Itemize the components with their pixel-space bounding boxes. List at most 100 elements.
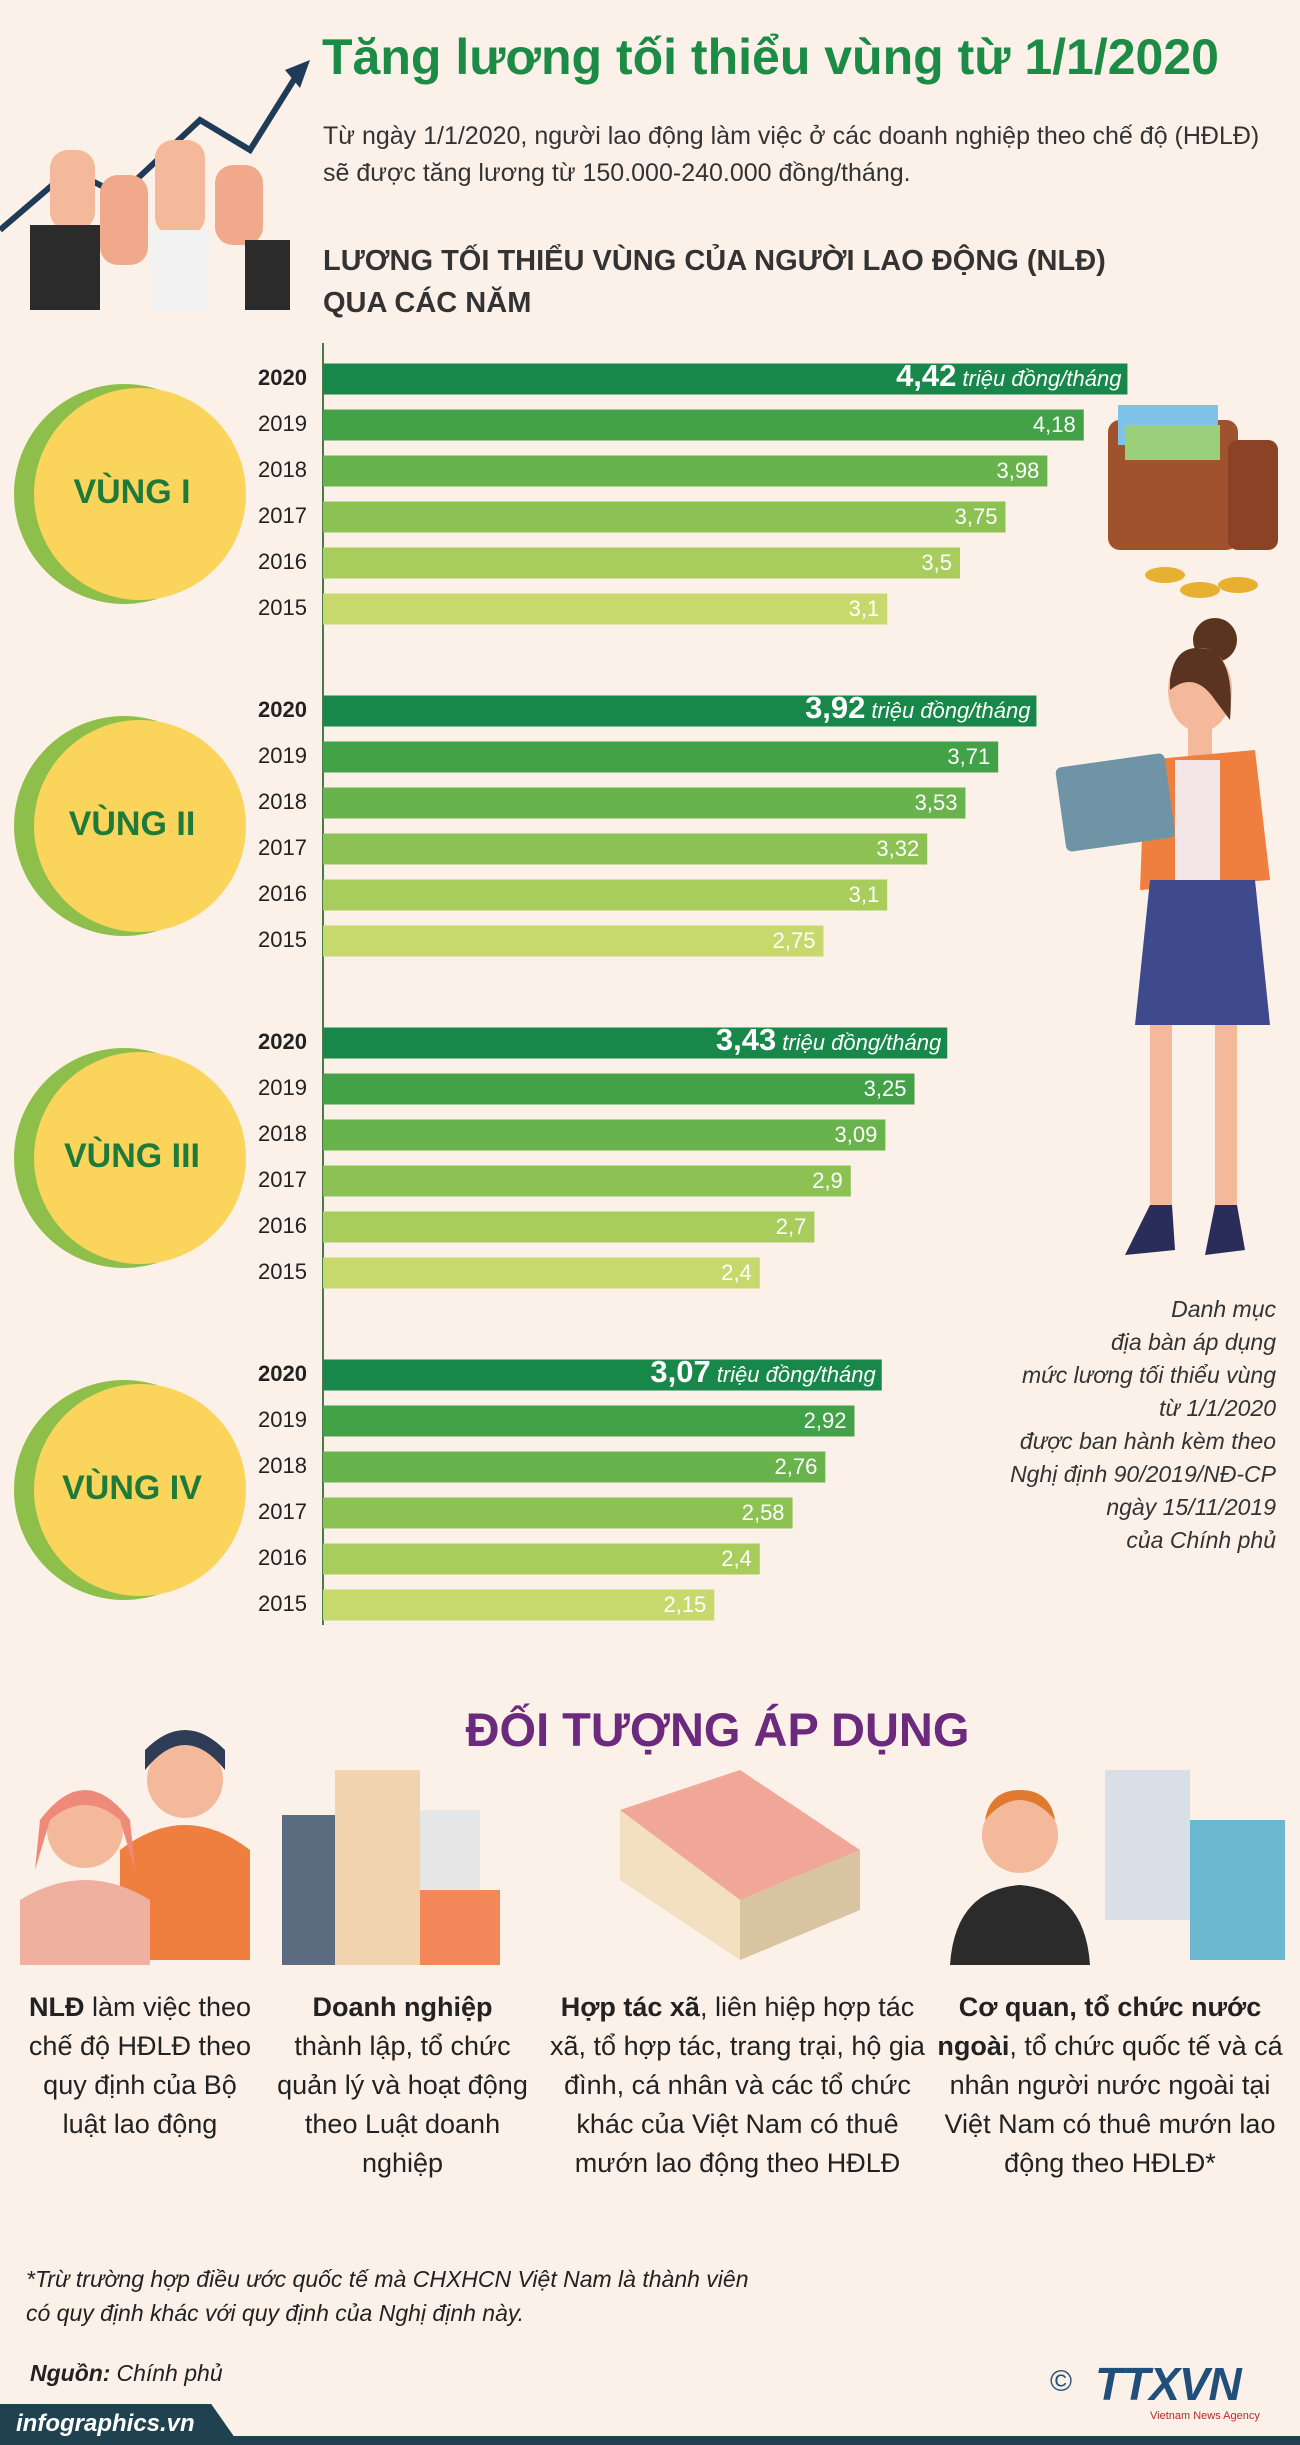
note-line: được ban hành kèm theo — [1019, 1428, 1276, 1454]
year-label: 2020 — [258, 1361, 307, 1386]
section-title-line: LƯƠNG TỐI THIỂU VÙNG CỦA NGƯỜI LAO ĐỘNG … — [323, 245, 1106, 277]
hands-illustration — [0, 60, 310, 310]
value-label: 2,15 — [663, 1592, 706, 1617]
applicable-icons — [20, 1730, 1285, 1965]
item-bold: Hợp tác xã — [560, 1992, 700, 2022]
applicable-item: Doanh nghiệp thành lập, tổ chức quản lý v… — [270, 1988, 535, 2183]
item-bold: Doanh nghiệp — [312, 1992, 493, 2022]
year-label: 2019 — [258, 411, 307, 436]
value-label: 3,32 — [876, 836, 919, 861]
region-label: VÙNG II — [69, 805, 196, 843]
year-label: 2015 — [258, 1591, 307, 1616]
bar — [323, 879, 888, 911]
bar — [323, 1211, 815, 1243]
bar — [323, 1359, 882, 1391]
footnote: *Trừ trường hợp điều ước quốc tế mà CHXH… — [26, 2262, 749, 2330]
item-text: , tổ chức quốc tế và cá nhân người nước … — [944, 2031, 1283, 2178]
note-line: từ 1/1/2020 — [1159, 1395, 1276, 1421]
site-name: infographics.vn — [16, 2410, 195, 2437]
value-label: 2,4 — [721, 1260, 752, 1285]
value-label: 4,42 — [896, 358, 956, 393]
footnote-line: *Trừ trường hợp điều ước quốc tế mà CHXH… — [26, 2266, 749, 2292]
value-unit: triệu đồng/tháng — [962, 366, 1122, 391]
year-label: 2018 — [258, 1453, 307, 1478]
value-unit: triệu đồng/tháng — [782, 1030, 942, 1055]
value-label: 3,1 — [849, 596, 880, 621]
footer-band — [0, 2404, 240, 2445]
logo: TTXVN — [1095, 2358, 1242, 2410]
bar — [323, 1451, 826, 1483]
value-label: 3,1 — [849, 882, 880, 907]
value-label: 3,09 — [835, 1122, 878, 1147]
bar — [323, 363, 1128, 395]
footer-line — [215, 2436, 1300, 2445]
source-label: Nguồn: — [30, 2360, 111, 2386]
value-unit: triệu đồng/tháng — [871, 698, 1031, 723]
bar — [323, 1165, 851, 1197]
applicable-item: NLĐ làm việc theo chế độ HĐLĐ theo quy đ… — [20, 1988, 260, 2144]
year-label: 2016 — [258, 881, 307, 906]
bar — [323, 1405, 855, 1437]
note-line: của Chính phủ — [1126, 1527, 1276, 1553]
year-label: 2016 — [258, 1545, 307, 1570]
item-text: làm việc theo chế độ HĐLĐ theo quy định … — [28, 1992, 252, 2139]
region-circle — [34, 720, 246, 932]
bar — [323, 1257, 760, 1289]
value-label: 2,9 — [812, 1168, 843, 1193]
bar — [323, 1543, 760, 1575]
note-line: ngày 15/11/2019 — [1106, 1494, 1276, 1520]
region-circle — [34, 1052, 246, 1264]
note-line: địa bàn áp dụng — [1111, 1329, 1276, 1355]
bar — [323, 925, 824, 957]
year-label: 2019 — [258, 1075, 307, 1100]
applicable-title: ĐỐI TƯỢNG ÁP DỤNG — [465, 1703, 970, 1756]
year-label: 2015 — [258, 595, 307, 620]
copyright: © — [1050, 2365, 1073, 2398]
note-line: mức lương tối thiểu vùng — [1021, 1362, 1276, 1388]
bar — [323, 593, 888, 625]
bar — [323, 695, 1037, 727]
value-label: 2,76 — [774, 1454, 817, 1479]
note-line: Danh mục — [1171, 1296, 1276, 1322]
year-label: 2019 — [258, 743, 307, 768]
item-bold: Cơ quan, tổ chức nước ngoài — [937, 1992, 1262, 2061]
value-label: 2,4 — [721, 1546, 752, 1571]
value-label: 3,07 — [650, 1354, 710, 1389]
value-unit: triệu đồng/tháng — [717, 1362, 877, 1387]
note-line: Nghị định 90/2019/NĐ-CP — [1010, 1461, 1276, 1487]
bar — [323, 1073, 915, 1105]
region-label: VÙNG III — [64, 1137, 200, 1175]
bar — [323, 1497, 793, 1529]
applicable-item: Hợp tác xã, liên hiệp hợp tác xã, tổ hợp… — [545, 1988, 930, 2183]
year-label: 2020 — [258, 697, 307, 722]
wallet-illustration — [1108, 405, 1278, 598]
value-label: 3,25 — [864, 1076, 907, 1101]
year-label: 2018 — [258, 1121, 307, 1146]
section-title-line: QUA CÁC NĂM — [323, 287, 532, 319]
value-label: 3,5 — [921, 550, 952, 575]
value-label: 3,71 — [947, 744, 990, 769]
year-label: 2017 — [258, 1167, 307, 1192]
value-label: 3,98 — [997, 458, 1040, 483]
section-title: LƯƠNG TỐI THIỂU VÙNG CỦA NGƯỜI LAO ĐỘNG … — [323, 240, 1106, 324]
year-label: 2015 — [258, 1259, 307, 1284]
region-circle — [34, 388, 246, 600]
year-label: 2019 — [258, 1407, 307, 1432]
year-label: 2015 — [258, 927, 307, 952]
applicable-item: Cơ quan, tổ chức nước ngoài, tổ chức quố… — [925, 1988, 1295, 2183]
bar — [323, 501, 1006, 533]
year-label: 2016 — [258, 1213, 307, 1238]
bar — [323, 1119, 886, 1151]
item-text: , liên hiệp hợp tác xã, tổ hợp tác, tran… — [550, 1992, 925, 2178]
footnote-line: có quy định khác với quy định của Nghị đ… — [26, 2300, 525, 2326]
bar — [323, 455, 1048, 487]
value-label: 2,92 — [804, 1408, 847, 1433]
region-circle — [34, 1384, 246, 1596]
region-label: VÙNG IV — [62, 1469, 202, 1507]
year-label: 2017 — [258, 1499, 307, 1524]
source: Nguồn: Chính phủ — [30, 2360, 223, 2387]
value-label: 3,53 — [915, 790, 958, 815]
year-label: 2020 — [258, 1029, 307, 1054]
